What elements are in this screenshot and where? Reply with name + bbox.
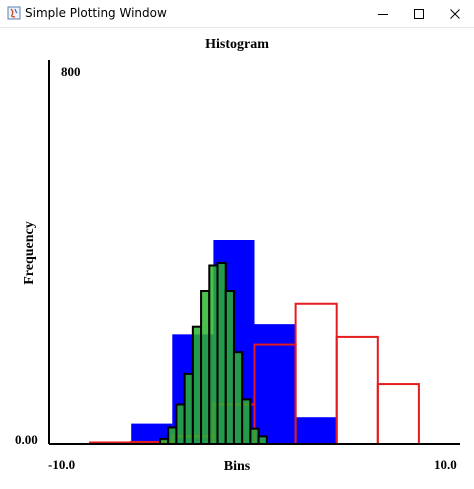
- plot-area: Histogram Frequency Bins 800 0.00 -10.0 …: [0, 28, 474, 489]
- histogram-bar-series3-bin2: [167, 426, 178, 445]
- close-icon: [450, 8, 460, 19]
- histogram-bar-series3-bin12: [249, 427, 260, 446]
- histogram-bar-series3-bin11: [241, 398, 252, 445]
- bars-layer: [89, 240, 420, 446]
- histogram-bar-series3-bin13: [257, 435, 268, 446]
- app-icon: [7, 6, 21, 20]
- maximize-icon: [414, 8, 424, 19]
- histogram-bar-series3-bin4: [183, 372, 194, 445]
- histogram-bar-series2-bin8: [376, 383, 420, 446]
- histogram-bar-series3-bin10: [232, 351, 244, 446]
- histogram-bar-series3-bin6: [200, 290, 211, 445]
- histogram-bar-series3-bin3: [175, 403, 186, 446]
- minimize-icon: [378, 13, 388, 15]
- histogram-bar-series3-bin5: [191, 325, 203, 446]
- histogram-bar-series1-bin5: [295, 417, 337, 444]
- histogram-bar-series3-bin7: [208, 264, 219, 445]
- x-tick-max: 10.0: [434, 457, 457, 472]
- close-button[interactable]: [436, 0, 474, 27]
- histogram-bar-series3-bin9: [224, 290, 235, 445]
- y-tick-min: 0.00: [15, 432, 38, 447]
- histogram-bar-series1-bin4: [254, 324, 296, 444]
- histogram-bar-series3-bin8: [216, 261, 227, 445]
- maximize-button[interactable]: [400, 0, 438, 27]
- x-tick-min: -10.0: [48, 457, 76, 472]
- histogram-bar-series2-bin7: [335, 335, 379, 445]
- window-title: Simple Plotting Window: [25, 6, 167, 20]
- x-axis-label: Bins: [223, 459, 251, 474]
- y-tick-max: 800: [61, 64, 81, 79]
- y-axis-label: Frequency: [22, 221, 37, 285]
- histogram-plot: [48, 60, 460, 446]
- window-titlebar[interactable]: Simple Plotting Window: [0, 0, 474, 28]
- chart-title: Histogram: [205, 37, 269, 52]
- minimize-button[interactable]: [364, 0, 402, 27]
